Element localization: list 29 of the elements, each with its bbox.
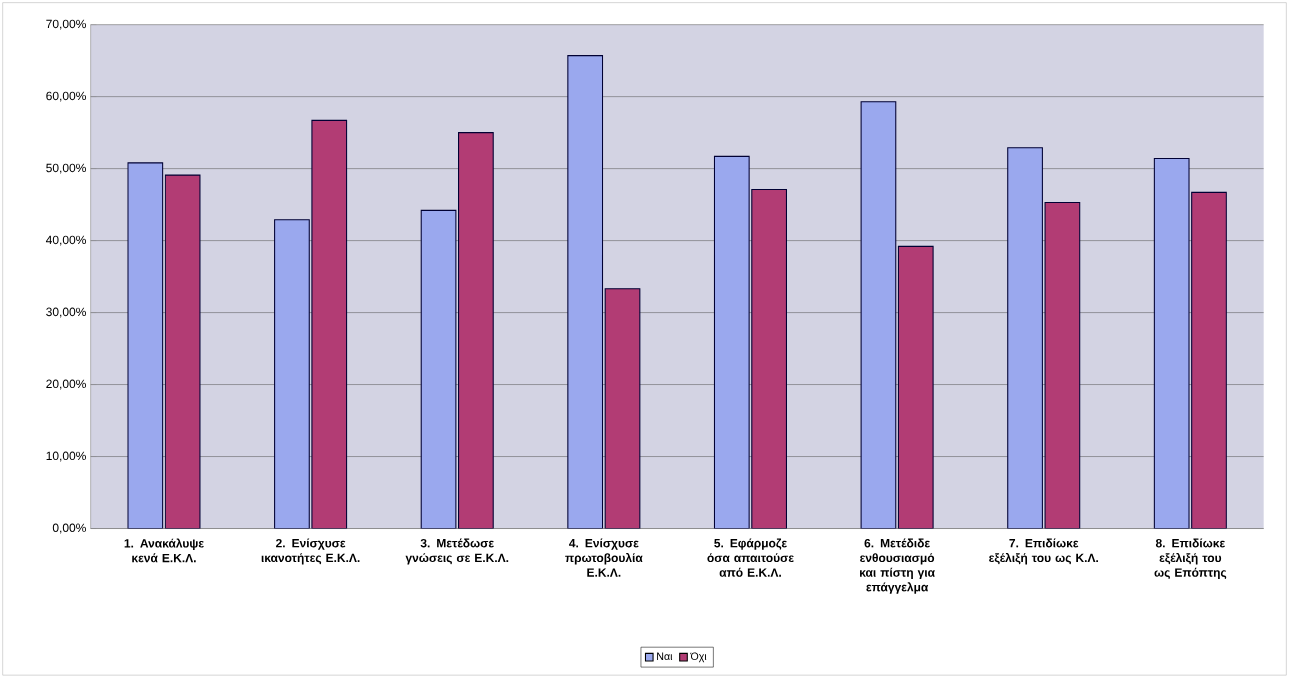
bar <box>860 101 897 529</box>
y-tick-label: 0,00% <box>52 523 86 534</box>
bar <box>567 55 604 529</box>
bar <box>897 245 934 529</box>
bar <box>164 174 201 529</box>
y-tick-label: 40,00% <box>45 235 86 246</box>
bar <box>127 162 164 529</box>
y-tick-label: 50,00% <box>46 163 86 174</box>
bar <box>420 209 457 529</box>
bar <box>1007 147 1043 529</box>
x-tick-label: 5. Εφάρμοζε όσα απαιτούσε από Ε.Κ.Λ. <box>707 538 794 577</box>
x-tick-label: 6. Μετέδιδε ενθουσιασμό και πίστη για επάγγελμα <box>860 538 935 594</box>
y-tick-label: 10,00% <box>46 451 86 462</box>
x-tick-label: 3. Μετέδωσε γνώσεις σε Ε.Κ.Λ. <box>405 538 509 565</box>
x-tick-label: 1. Ανακάλυψε κενά Ε.Κ.Λ. <box>124 538 204 563</box>
bar <box>274 219 310 529</box>
legend-label: Ναι <box>657 652 673 661</box>
y-tick-label: 70,00% <box>46 19 86 30</box>
y-tick-label: 60,00% <box>46 91 86 102</box>
legend-label: Όχι <box>690 652 707 663</box>
bar <box>1153 158 1190 529</box>
bar <box>604 288 641 529</box>
y-tick-label: 30,00% <box>46 307 86 318</box>
y-tick-label: 20,00% <box>46 379 86 390</box>
x-tick-label: 7. Επιδίωκε εξέλιξή του ως Κ.Λ. <box>989 538 1098 565</box>
x-tick-label: 2. Ενίσχυσε ικανοτήτες Ε.Κ.Λ. <box>261 538 360 565</box>
x-tick-label: 4. Ενίσχυσε πρωτοβουλία Ε.Κ.Λ. <box>565 538 643 577</box>
bar <box>713 155 750 529</box>
x-tick-label: 8. Επιδίωκε εξέλιξή του ως Επόπτης <box>1154 538 1227 580</box>
